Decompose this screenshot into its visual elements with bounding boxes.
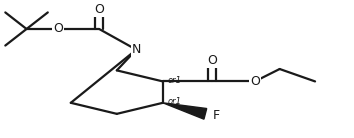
Polygon shape <box>163 103 207 119</box>
Text: O: O <box>250 75 260 88</box>
Text: or1: or1 <box>168 75 182 85</box>
Text: O: O <box>207 54 217 67</box>
Text: F: F <box>213 109 220 122</box>
Text: or1: or1 <box>168 97 182 106</box>
Text: N: N <box>132 43 141 56</box>
Text: O: O <box>94 3 104 16</box>
Text: O: O <box>53 22 63 35</box>
